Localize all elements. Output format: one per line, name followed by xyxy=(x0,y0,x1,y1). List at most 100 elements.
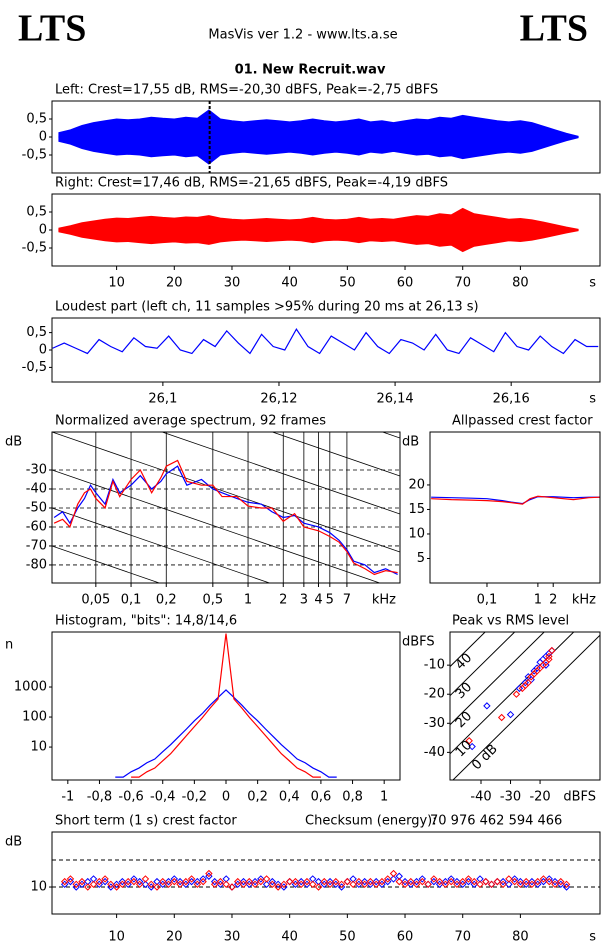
scatter-point xyxy=(407,877,415,886)
crest-line xyxy=(452,634,600,780)
x-tick-label: -20 xyxy=(529,790,550,805)
x-tick-label: 50 xyxy=(339,276,356,291)
scatter-point xyxy=(101,875,109,883)
scatter-point xyxy=(441,877,450,886)
x-tick-label: 10 xyxy=(108,276,125,291)
scatter-point xyxy=(228,883,236,891)
panel-title: Right: Crest=17,46 dB, RMS=-21,65 dBFS, … xyxy=(55,176,448,191)
scatter-point xyxy=(476,880,484,889)
scatter-point xyxy=(389,875,398,883)
scatter-point xyxy=(545,652,553,661)
scatter-point xyxy=(170,875,178,883)
scatter-point xyxy=(268,880,277,889)
scatter-point xyxy=(193,877,202,886)
scatter-point xyxy=(412,877,421,886)
x-tick-label: 70 xyxy=(454,930,471,945)
panel-title: Normalized average spectrum, 92 frames xyxy=(55,414,326,429)
x-tick-label: 0,05 xyxy=(81,593,110,608)
scatter-point xyxy=(430,875,438,883)
y-tick-label: -50 xyxy=(26,500,47,515)
scatter-point xyxy=(468,742,476,751)
scatter-point xyxy=(210,877,219,886)
y-tick-label: -10 xyxy=(424,658,445,673)
x-unit: kHz xyxy=(372,593,396,608)
scatter-point xyxy=(528,880,536,889)
scatter-point xyxy=(274,880,282,889)
x-tick-label: 0 xyxy=(222,790,230,805)
scatter-point xyxy=(372,880,380,889)
slope-line xyxy=(52,432,400,553)
crest-line xyxy=(450,632,545,726)
x-tick-label: 10 xyxy=(108,930,125,945)
scatter-point xyxy=(332,877,340,886)
panel-title: Histogram, "bits": 14,8/14,6 xyxy=(55,614,237,629)
y-tick-label: 100 xyxy=(22,710,47,725)
x-tick-label: 40 xyxy=(281,930,298,945)
x-tick-label: 1 xyxy=(244,593,252,608)
plot-area xyxy=(52,432,400,583)
scatter-point xyxy=(510,875,519,883)
scatter-point xyxy=(412,880,421,889)
scatter-point xyxy=(176,877,184,886)
x-tick-label: 2 xyxy=(279,593,287,608)
slope-line xyxy=(271,432,400,477)
x-tick-label: 60 xyxy=(397,276,414,291)
scatter-point xyxy=(314,883,323,891)
slope-line xyxy=(52,545,161,583)
scatter-point xyxy=(297,880,305,889)
scatter-point xyxy=(551,880,559,889)
scatter-point xyxy=(66,875,75,883)
scatter-point xyxy=(360,877,369,886)
logo-left: LTS xyxy=(18,8,86,50)
x-tick-label: 20 xyxy=(166,276,183,291)
scatter-point xyxy=(539,875,548,883)
plot-frame xyxy=(51,193,601,267)
plot-area xyxy=(52,327,599,355)
scatter-point xyxy=(447,875,455,883)
scatter-point xyxy=(557,877,565,886)
y-tick-label: 0 xyxy=(39,223,47,238)
scatter-point xyxy=(418,877,427,886)
scatter-point xyxy=(130,875,138,883)
x-tick-label: 0,1 xyxy=(477,593,498,608)
scatter-point xyxy=(170,877,178,886)
scatter-point xyxy=(118,877,127,886)
y-tick-label: 0,5 xyxy=(26,325,47,340)
scatter-point xyxy=(459,877,467,886)
x-unit: s xyxy=(589,276,596,291)
y-tick-label: -40 xyxy=(424,745,445,760)
x-tick-label: -0,6 xyxy=(118,790,143,805)
scatter-point xyxy=(510,877,519,886)
x-tick-label: -30 xyxy=(500,790,521,805)
plot-area xyxy=(58,207,579,253)
scatter-point xyxy=(521,678,530,687)
scatter-point xyxy=(528,877,536,886)
scatter-point xyxy=(291,877,300,886)
scatter-point xyxy=(205,869,213,878)
x-tick-label: 1 xyxy=(534,593,542,608)
x-unit: dBFS xyxy=(563,790,596,805)
scatter-point xyxy=(124,877,132,886)
crest-line xyxy=(450,632,516,697)
scatter-point xyxy=(89,880,98,889)
plot-frame xyxy=(429,431,601,584)
scatter-point xyxy=(435,877,444,886)
plot-area xyxy=(450,632,600,780)
scatter-point xyxy=(389,869,398,878)
scatter-point xyxy=(497,713,506,722)
panel-title: Allpassed crest factor xyxy=(452,414,593,429)
checksum-label: Checksum (energy): xyxy=(305,814,437,829)
scatter-point xyxy=(464,875,473,883)
scatter-point xyxy=(542,661,550,669)
scatter-point xyxy=(395,877,403,886)
scatter-point xyxy=(551,877,559,886)
scatter-point xyxy=(187,875,196,883)
scatter-point xyxy=(465,737,473,745)
scatter-point xyxy=(147,880,155,889)
scatter-point xyxy=(164,877,173,886)
slope-line xyxy=(160,432,400,515)
scatter-point xyxy=(372,877,380,886)
scatter-point xyxy=(506,710,515,719)
plot-frame xyxy=(51,631,401,781)
